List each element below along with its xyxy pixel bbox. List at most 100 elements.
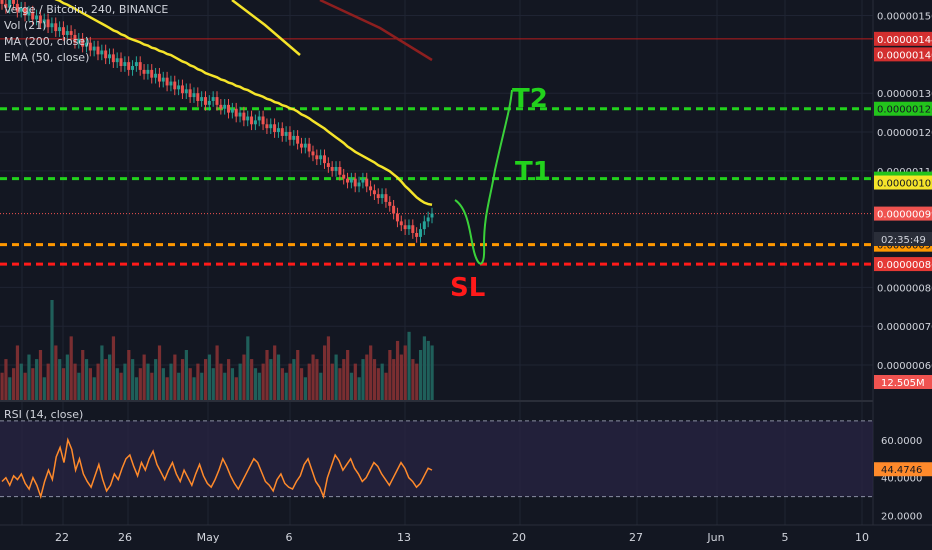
indicator-legend: Verge / Bitcoin, 240, BINANCE Vol (21) M… [4, 2, 168, 66]
candle-body [134, 62, 138, 67]
volume-bar [269, 359, 273, 400]
volume-bar [31, 368, 35, 400]
time-tick-label: 27 [629, 531, 643, 544]
candle-body [27, 11, 31, 16]
price-tag-label: 0.00000140 [877, 50, 932, 61]
candle-body [372, 190, 376, 195]
volume-bar [407, 331, 411, 400]
volume-bar [142, 354, 146, 400]
volume-bar [157, 345, 162, 400]
volume-bar [338, 368, 342, 400]
candle-body [180, 85, 184, 94]
volume-bar [111, 336, 116, 400]
volume-bar [42, 377, 46, 400]
volume-bar [134, 377, 139, 400]
volume-bar [127, 350, 131, 400]
candle-body [31, 11, 35, 20]
rsi-tick-label: 20.0000 [881, 512, 922, 523]
candle-body [142, 69, 146, 74]
volume-bar [8, 377, 12, 400]
grid [0, 0, 874, 525]
volume-bar [27, 354, 31, 400]
volume-bar [346, 350, 350, 400]
volume-bar [253, 368, 258, 400]
price-axis[interactable]: 0.000001500.000001300.000001200.00000110… [874, 0, 932, 525]
candle-body [92, 46, 96, 51]
volume-bar [376, 368, 380, 400]
volume-bar [415, 363, 419, 400]
candle-body [250, 116, 254, 125]
volume-bar [369, 345, 373, 400]
candle-body [403, 225, 407, 230]
candle-body [418, 229, 422, 237]
volume-bar [299, 368, 304, 400]
volume-bar [388, 350, 392, 400]
volume-bar [380, 363, 384, 400]
volume-bar [395, 340, 400, 400]
candle-body [411, 225, 415, 234]
candle-body [323, 155, 326, 164]
volume-bar [357, 377, 361, 400]
time-axis[interactable]: 22 26 May 6 13 20 27 Jun 5 10 [0, 524, 932, 544]
volume-bar [138, 368, 142, 400]
volume-bar [207, 354, 212, 400]
rsi-band [0, 420, 873, 497]
candle-body [230, 108, 234, 113]
candle-body [365, 178, 369, 187]
volume-bar [19, 363, 23, 400]
candle-body [165, 77, 169, 86]
volume-bar [211, 368, 215, 400]
volume-bar [280, 368, 284, 400]
volume-bar [296, 350, 300, 400]
volume-bar [426, 340, 430, 400]
volume-bar [223, 372, 227, 400]
candle-body [203, 97, 207, 105]
moving-averages [54, 0, 433, 206]
volume-bar [108, 354, 112, 400]
volume-bar [311, 354, 315, 400]
candle-body [246, 116, 250, 121]
volume-tag-label: 12.505M [881, 378, 925, 389]
time-tick-label: 26 [118, 531, 132, 544]
volume-bar [411, 359, 415, 400]
candle-body [61, 27, 65, 35]
rsi-pane [0, 420, 873, 500]
price-tag [874, 31, 932, 46]
candle-body [146, 69, 150, 74]
volume-bar [73, 363, 77, 400]
candle-body [415, 233, 419, 237]
volume-bar [361, 359, 365, 400]
volume-bar [284, 372, 288, 400]
volume-bar [81, 350, 85, 400]
candle-body [265, 124, 269, 129]
volume-bar [257, 372, 261, 400]
ma-legend[interactable]: MA (200, close) [4, 35, 90, 48]
vol-legend[interactable]: Vol (21) [4, 19, 47, 32]
symbol-title[interactable]: Verge / Bitcoin, 240, BINANCE [4, 3, 169, 16]
candle-body [311, 151, 315, 156]
candle-body [8, 0, 12, 8]
price-tag [874, 257, 932, 272]
rsi-legend[interactable]: RSI (14, close) [4, 408, 84, 421]
candle-body [38, 15, 42, 24]
volume-bar [96, 363, 100, 400]
candle-body [234, 108, 238, 117]
candle-body [138, 62, 142, 70]
candle-body [35, 15, 39, 20]
volume-bar [65, 354, 69, 400]
candle-body [422, 221, 426, 230]
candle-body [0, 0, 4, 4]
volume-bar [69, 336, 73, 400]
volume-bar [372, 359, 377, 400]
volume-bar [315, 359, 319, 400]
candle-body [192, 93, 196, 98]
volume-bar [246, 336, 250, 400]
volume-bar [115, 368, 119, 400]
ema-legend[interactable]: EMA (50, close) [4, 51, 90, 64]
volume-bar [342, 359, 346, 400]
candle-body [392, 205, 396, 214]
time-tick-label: Jun [706, 531, 724, 544]
candle-body [173, 81, 177, 90]
volume-bar [230, 368, 235, 400]
